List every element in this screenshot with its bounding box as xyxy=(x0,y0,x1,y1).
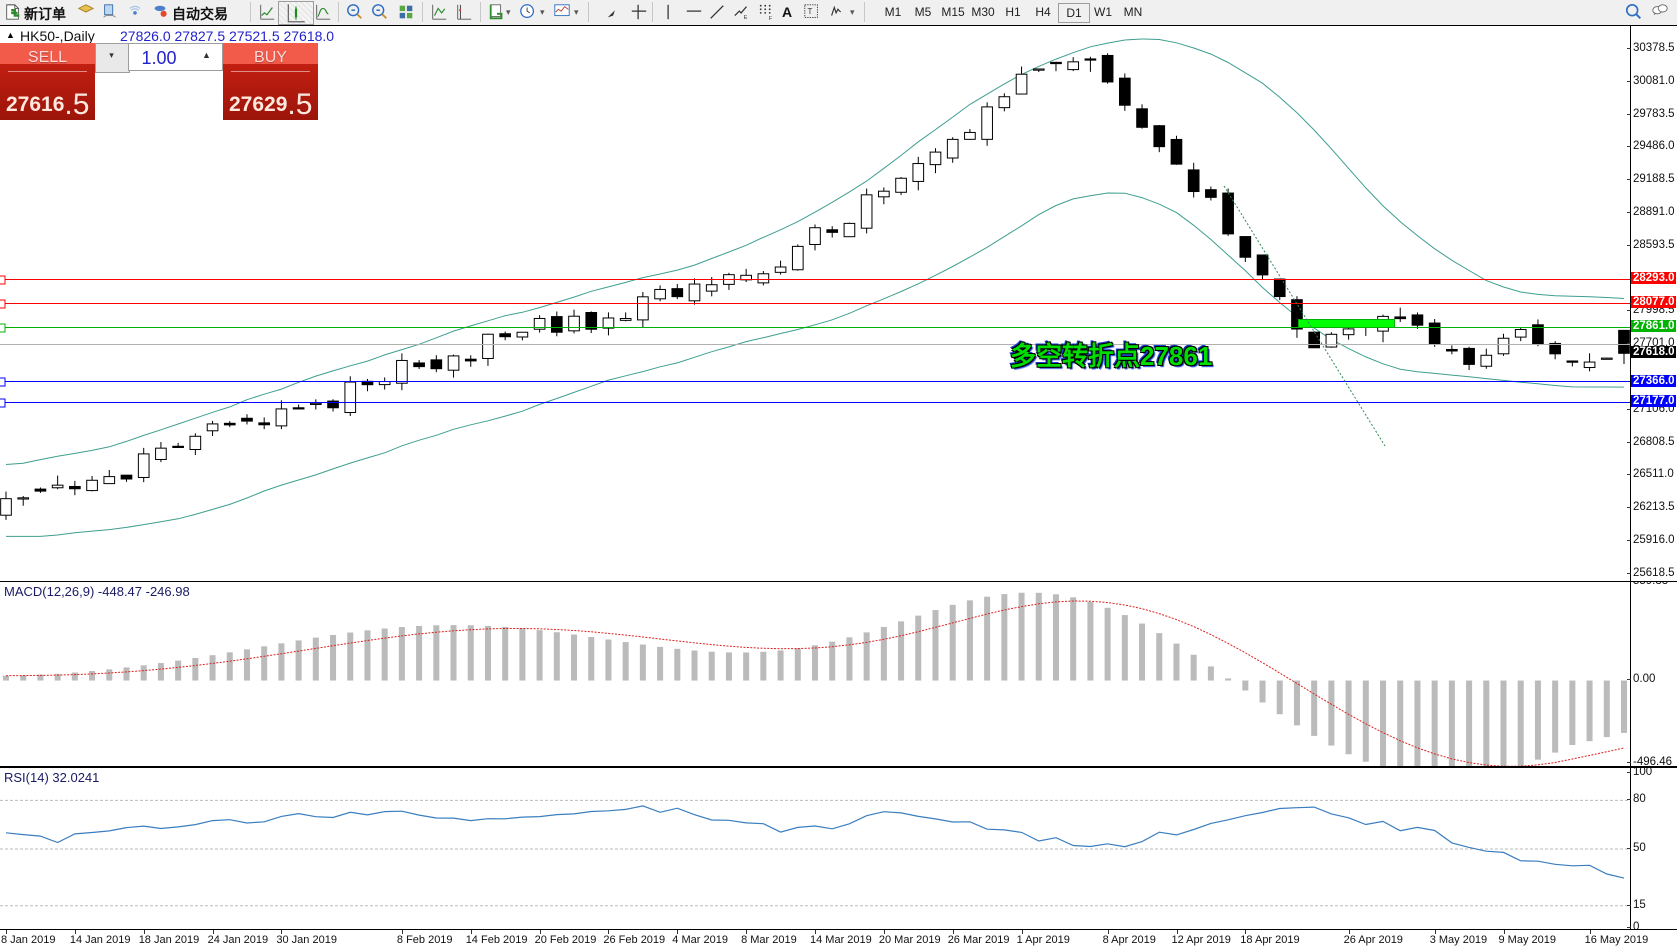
svg-text:T: T xyxy=(808,7,813,16)
svg-text:F: F xyxy=(769,16,773,21)
svg-text:E: E xyxy=(744,15,748,21)
